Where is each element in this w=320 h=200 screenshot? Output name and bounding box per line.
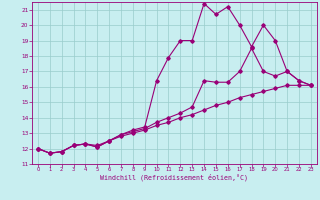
X-axis label: Windchill (Refroidissement éolien,°C): Windchill (Refroidissement éolien,°C)	[100, 174, 248, 181]
